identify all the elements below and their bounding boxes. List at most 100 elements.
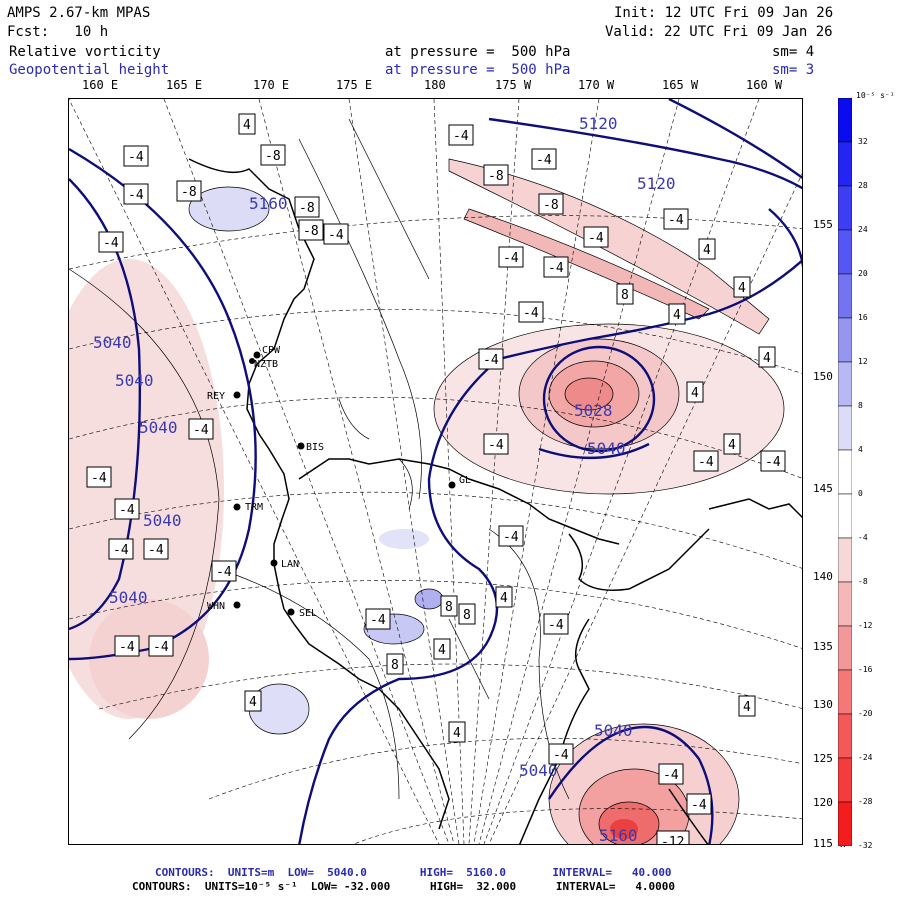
svg-text:-8: -8 bbox=[299, 201, 315, 216]
station-lan-marker bbox=[270, 559, 278, 567]
vorticity-label-box: -8 bbox=[294, 196, 320, 218]
vorticity-label-box: -12 bbox=[656, 830, 690, 844]
svg-text:4: 4 bbox=[243, 118, 251, 133]
svg-text:-8: -8 bbox=[265, 149, 281, 164]
vorticity-label-box: -4 bbox=[114, 635, 140, 657]
vorticity-label-box: 4 bbox=[495, 586, 513, 608]
colorbar-swatch bbox=[837, 581, 853, 627]
vorticity-label-box: -4 bbox=[108, 538, 134, 560]
svg-text:4: 4 bbox=[249, 695, 257, 710]
colorbar-tick: 28 bbox=[858, 181, 868, 190]
vorticity-labels: 4 -4 -4 -8 -4 -8 -8 -8 -4 -4 -8 -4 -8 -4 -4 -4 -4 -4 -4 4 8 4… bbox=[86, 113, 786, 844]
height-label: 5040 bbox=[143, 511, 182, 530]
svg-text:4: 4 bbox=[738, 281, 746, 296]
svg-text:-8: -8 bbox=[303, 224, 319, 239]
lon-label: 160 W bbox=[746, 78, 783, 92]
svg-text:4: 4 bbox=[500, 591, 508, 606]
field1-level: at pressure = 500 hPa bbox=[385, 44, 571, 60]
svg-text:4: 4 bbox=[743, 700, 751, 715]
lon-label: 165 W bbox=[662, 78, 699, 92]
colorbar-swatches bbox=[837, 97, 853, 847]
vorticity-label-box: 8 bbox=[458, 603, 476, 625]
svg-text:4: 4 bbox=[453, 726, 461, 741]
vorticity-label-box: -4 bbox=[478, 348, 504, 370]
svg-text:4: 4 bbox=[703, 243, 711, 258]
svg-text:-4: -4 bbox=[103, 236, 119, 251]
vorticity-shading bbox=[69, 159, 784, 844]
svg-text:-4: -4 bbox=[119, 640, 135, 655]
vorticity-label-box: -4 bbox=[323, 223, 349, 245]
svg-text:-4: -4 bbox=[503, 251, 519, 266]
station-labels: CPW NZTB REY BIS TRM LAN WHN SEL GL bbox=[207, 345, 471, 619]
vorticity-label-box: -4 bbox=[365, 608, 391, 630]
svg-text:8: 8 bbox=[445, 600, 453, 615]
colorbar-swatch bbox=[837, 493, 853, 539]
vorticity-label-box: 8 bbox=[616, 283, 634, 305]
svg-text:-4: -4 bbox=[216, 565, 232, 580]
height-label: 5040 bbox=[139, 418, 178, 437]
lon-label: 170 E bbox=[253, 78, 290, 92]
colorbar-swatch bbox=[837, 361, 853, 407]
vorticity-label-box: 8 bbox=[386, 653, 404, 675]
vorticity-label-box: -4 bbox=[188, 418, 214, 440]
lon-label: 170 W bbox=[578, 78, 615, 92]
vorticity-label-box: -4 bbox=[760, 450, 786, 472]
colorbar-swatch bbox=[837, 97, 853, 143]
height-label: 5120 bbox=[579, 114, 618, 133]
colorbar-unit: 10⁻⁵ s⁻¹ bbox=[856, 91, 895, 100]
colorbar-tick: 12 bbox=[858, 357, 868, 366]
colorbar-tick: 4 bbox=[858, 445, 863, 454]
station-sel-marker bbox=[287, 608, 295, 616]
station-label: REY bbox=[207, 391, 225, 402]
height-label: 5040 bbox=[93, 333, 132, 352]
vorticity-contours bbox=[69, 118, 785, 844]
svg-text:-4: -4 bbox=[453, 129, 469, 144]
svg-text:-4: -4 bbox=[153, 640, 169, 655]
svg-text:-4: -4 bbox=[370, 613, 386, 628]
vorticity-contour-info: CONTOURS: UNITS=10⁻⁵ s⁻¹ LOW= -32.000 HI… bbox=[132, 880, 676, 893]
svg-text:-4: -4 bbox=[536, 153, 552, 168]
colorbar-tick: 8 bbox=[858, 401, 863, 410]
svg-text:-4: -4 bbox=[328, 228, 344, 243]
station-trm-marker bbox=[233, 503, 241, 511]
vorticity-label-box: 4 bbox=[448, 721, 466, 743]
colorbar-swatch bbox=[837, 273, 853, 319]
colorbar-swatch bbox=[837, 625, 853, 671]
svg-text:4: 4 bbox=[691, 386, 699, 401]
colorbar-tick: 24 bbox=[858, 225, 868, 234]
station-nztb-marker bbox=[249, 358, 255, 364]
graticule bbox=[69, 99, 802, 844]
svg-text:-4: -4 bbox=[113, 543, 129, 558]
colorbar-swatch bbox=[837, 449, 853, 495]
vorticity-label-box: -4 bbox=[658, 763, 684, 785]
field1-smoothing: sm= 4 bbox=[772, 44, 815, 60]
station-label: WHN bbox=[207, 601, 225, 612]
vorticity-label-box: -4 bbox=[98, 231, 124, 253]
vorticity-label-box: -4 bbox=[211, 560, 237, 582]
colorbar-tick: -4 bbox=[858, 533, 868, 542]
vorticity-label-box: -4 bbox=[114, 498, 140, 520]
vorticity-label-box: 4 bbox=[738, 695, 756, 717]
field1-name: Relative vorticity bbox=[9, 44, 161, 60]
vorticity-label-box: -4 bbox=[148, 635, 174, 657]
svg-text:-4: -4 bbox=[663, 768, 679, 783]
vorticity-label-box: -4 bbox=[518, 301, 544, 323]
svg-text:-4: -4 bbox=[668, 213, 684, 228]
vorticity-label-box: -8 bbox=[538, 193, 564, 215]
colorbar-swatch bbox=[837, 757, 853, 803]
vorticity-label-box: -4 bbox=[663, 208, 689, 230]
height-label: 5120 bbox=[637, 174, 676, 193]
lon-label: 180 bbox=[424, 78, 446, 92]
svg-text:-4: -4 bbox=[548, 261, 564, 276]
height-label: 5040 bbox=[594, 721, 633, 740]
svg-text:-4: -4 bbox=[553, 748, 569, 763]
colorbar-swatch bbox=[837, 317, 853, 363]
station-markers bbox=[233, 351, 456, 616]
svg-text:-4: -4 bbox=[698, 455, 714, 470]
map-canvas: CPW NZTB REY BIS TRM LAN WHN SEL GL 5040… bbox=[69, 99, 802, 844]
coastline bbox=[188, 158, 802, 844]
station-whn-marker bbox=[233, 601, 241, 609]
colorbar-swatch bbox=[837, 801, 853, 847]
svg-text:4: 4 bbox=[673, 308, 681, 323]
svg-text:-4: -4 bbox=[128, 150, 144, 165]
